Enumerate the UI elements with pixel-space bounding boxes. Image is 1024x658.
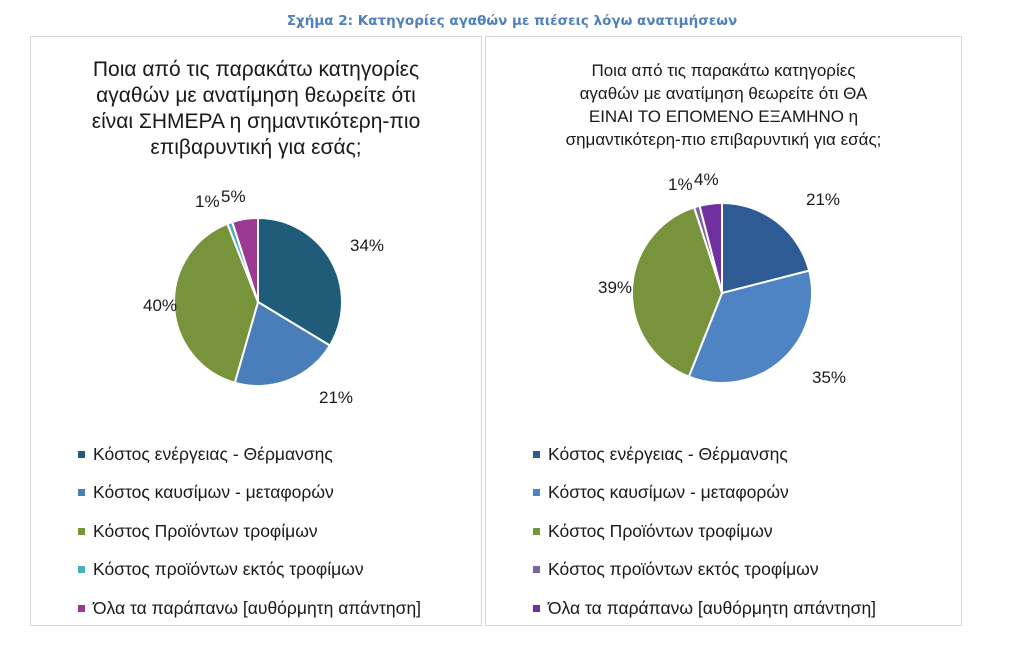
legend-swatch xyxy=(533,604,540,612)
chart-title-line: αγαθών με ανατίμηση θεωρείτε ότι xyxy=(96,84,416,107)
data-label: 1% xyxy=(668,175,693,194)
legend-swatch xyxy=(78,527,85,535)
legend-label: Κόστος προϊόντων εκτός τροφίμων xyxy=(548,559,819,580)
legend-label: Κόστος Προϊόντων τροφίμων xyxy=(548,520,773,541)
data-label: 40% xyxy=(143,296,177,315)
legend-label: Κόστος προϊόντων εκτός τροφίμων xyxy=(93,559,364,580)
legend-swatch xyxy=(78,566,85,574)
data-label: 21% xyxy=(806,190,840,209)
pie-chart-today: 34% 21% 40% 1% 5% xyxy=(143,187,384,407)
pie-slice xyxy=(233,300,332,387)
pie-slice xyxy=(173,222,260,384)
pie-slice xyxy=(721,201,811,295)
legend-item: Κόστος καυσίμων - μεταφορών xyxy=(78,474,421,513)
legend-label: Κόστος Προϊόντων τροφίμων xyxy=(93,520,318,541)
chart-title-line: αγαθών με ανατίμηση θεωρείτε ότι ΘΑ xyxy=(579,84,868,103)
data-label: 34% xyxy=(350,236,384,255)
data-label: 39% xyxy=(598,278,632,297)
chart-title-line: Ποια από τις παρακάτω κατηγορίες xyxy=(591,61,856,80)
legend-item: Κόστος Προϊόντων τροφίμων xyxy=(533,512,876,551)
chart-title-line: ΕΙΝΑΙ ΤΟ ΕΠΟΜΕΝΟ ΕΞΑΜΗΝΟ η xyxy=(588,107,859,126)
legend-item: Κόστος ενέργειας - Θέρμανσης xyxy=(533,435,876,474)
legend-label: Κόστος καυσίμων - μεταφορών xyxy=(548,482,789,503)
data-label: 21% xyxy=(319,388,353,407)
legend-label: Κόστος καυσίμων - μεταφορών xyxy=(93,482,334,503)
chart-title-today: Ποια από τις παρακάτω κατηγορίες αγαθών … xyxy=(31,57,481,161)
legend-label: Όλα τα παράπανω [αυθόρμητη απάντηση] xyxy=(548,597,877,618)
chart-title-line: είναι ΣΗΜΕΡΑ η σημαντικότερη-πιο xyxy=(91,110,421,133)
pie-slice xyxy=(687,269,813,384)
legend-next-semester: Κόστος ενέργειας - Θέρμανσης Κόστος καυσί… xyxy=(533,435,876,628)
data-label: 5% xyxy=(221,187,246,206)
pie-slice xyxy=(231,216,259,303)
pie-slice xyxy=(631,206,724,378)
chart-title-next-semester: Ποια από τις παρακάτω κατηγορίες αγαθών … xyxy=(486,59,961,151)
chart-panel-today: Ποια από τις παρακάτω κατηγορίες αγαθών … xyxy=(30,36,482,626)
legend-label: Κόστος ενέργειας - Θέρμανσης xyxy=(548,443,788,464)
data-label: 4% xyxy=(694,170,719,189)
figure-caption: Σχήμα 2: Κατηγορίες αγαθών με πιέσεις λό… xyxy=(286,13,738,29)
pie-chart-next-semester: 21% 35% 39% 1% 4% xyxy=(598,170,846,387)
legend-item: Κόστος προϊόντων εκτός τροφίμων xyxy=(78,551,421,590)
legend-item: Κόστος καυσίμων - μεταφορών xyxy=(533,474,876,513)
legend-label: Κόστος ενέργειας - Θέρμανσης xyxy=(93,443,333,464)
legend-swatch xyxy=(78,489,85,497)
legend-swatch xyxy=(78,450,85,458)
chart-title-line: σημαντικότερη-πιο επιβαρυντική για εσάς; xyxy=(565,130,882,149)
chart-panel-next-semester: Ποια από τις παρακάτω κατηγορίες αγαθών … xyxy=(485,36,962,626)
legend-today: Κόστος ενέργειας - Θέρμανσης Κόστος καυσί… xyxy=(78,435,421,628)
legend-item: Όλα τα παράπανω [αυθόρμητη απάντηση] xyxy=(78,589,421,628)
chart-title-line: Ποια από τις παρακάτω κατηγορίες xyxy=(92,58,420,81)
legend-swatch xyxy=(78,604,85,612)
legend-swatch xyxy=(533,527,540,535)
legend-item: Κόστος ενέργειας - Θέρμανσης xyxy=(78,435,421,474)
chart-title-line: επιβαρυντική για εσάς; xyxy=(150,136,362,159)
data-label: 35% xyxy=(812,368,846,387)
legend-item: Κόστος Προϊόντων τροφίμων xyxy=(78,512,421,551)
legend-item: Όλα τα παράπανω [αυθόρμητη απάντηση] xyxy=(533,589,876,628)
legend-swatch xyxy=(533,450,540,458)
data-label: 1% xyxy=(195,192,220,211)
legend-swatch xyxy=(533,489,540,497)
pie-slice xyxy=(698,201,723,294)
legend-label: Όλα τα παράπανω [αυθόρμητη απάντηση] xyxy=(93,597,422,618)
legend-item: Κόστος προϊόντων εκτός τροφίμων xyxy=(533,551,876,590)
legend-swatch xyxy=(533,566,540,574)
